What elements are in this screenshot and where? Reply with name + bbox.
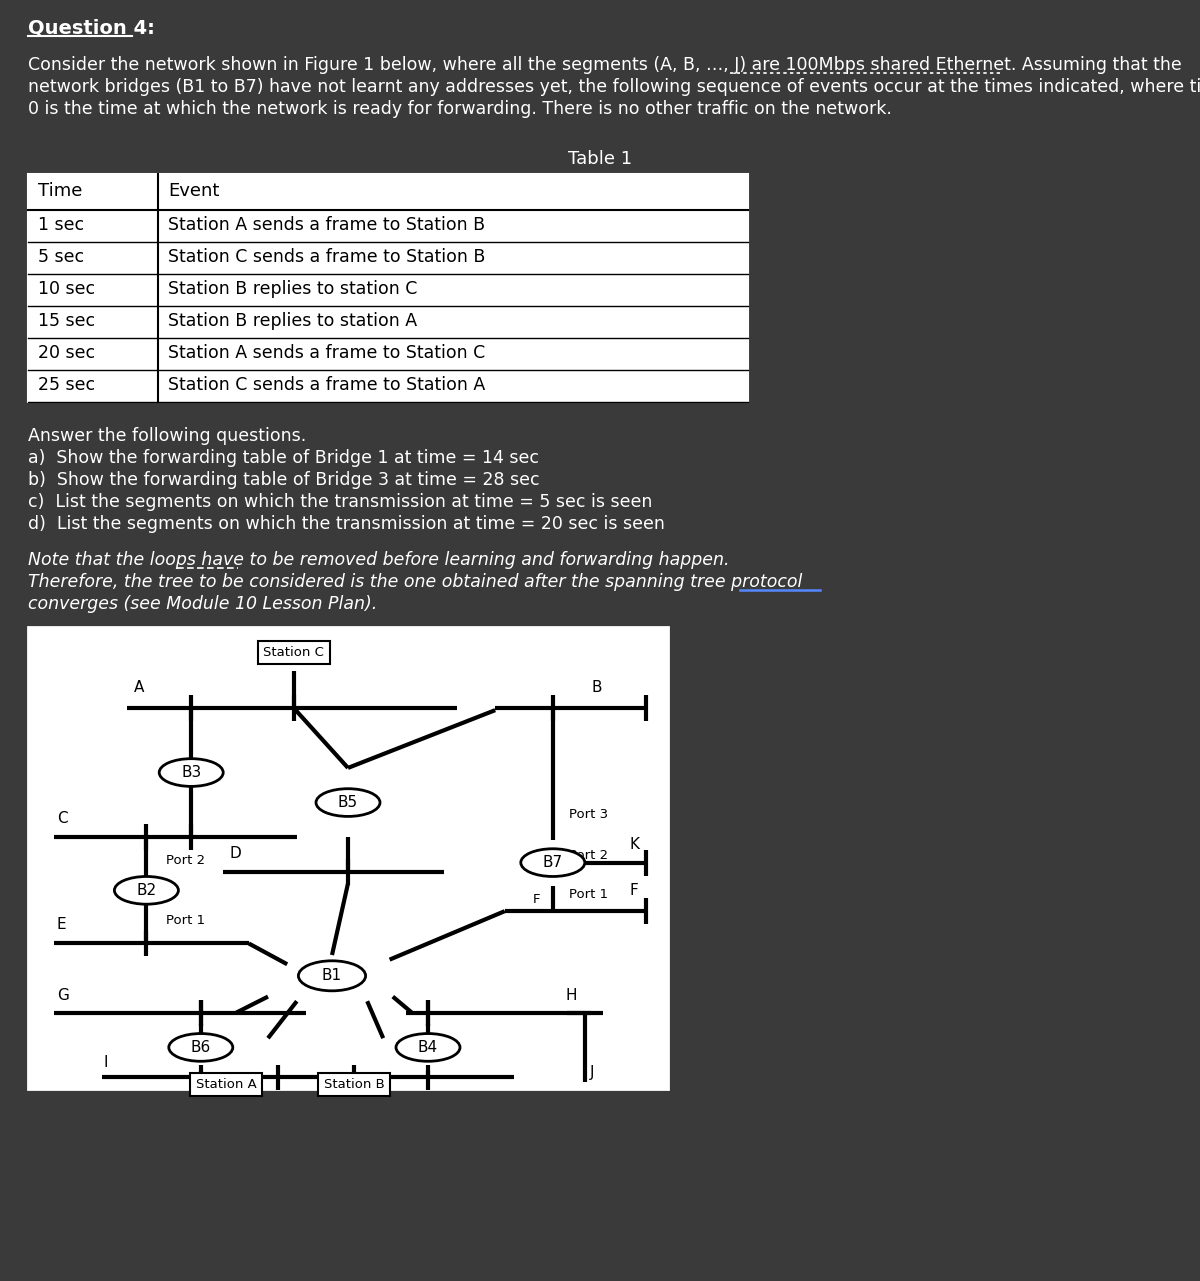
Text: 15 sec: 15 sec xyxy=(38,313,95,330)
Bar xyxy=(191,1073,263,1095)
Text: Port 1: Port 1 xyxy=(166,913,205,927)
Text: B5: B5 xyxy=(338,796,358,810)
Text: Consider the network shown in Figure 1 below, where all the segments (A, B, …, J: Consider the network shown in Figure 1 b… xyxy=(28,56,1182,74)
Text: Station A sends a frame to Station B: Station A sends a frame to Station B xyxy=(168,216,485,234)
Text: E: E xyxy=(56,917,66,933)
Text: c)  List the segments on which the transmission at time = 5 sec is seen: c) List the segments on which the transm… xyxy=(28,493,653,511)
Ellipse shape xyxy=(160,758,223,787)
Text: 20 sec: 20 sec xyxy=(38,345,95,363)
Text: Station C sends a frame to Station A: Station C sends a frame to Station A xyxy=(168,377,485,395)
Text: 10 sec: 10 sec xyxy=(38,281,95,298)
Text: Question 4:: Question 4: xyxy=(28,18,155,37)
Text: K: K xyxy=(630,836,640,852)
Text: B1: B1 xyxy=(322,968,342,984)
Bar xyxy=(258,640,330,664)
Bar xyxy=(28,626,668,1089)
Text: Station C: Station C xyxy=(263,646,324,658)
Text: Table 1: Table 1 xyxy=(568,150,632,168)
Bar xyxy=(318,1073,390,1095)
Ellipse shape xyxy=(396,1034,460,1061)
Bar xyxy=(28,174,748,402)
Text: B6: B6 xyxy=(191,1040,211,1056)
Ellipse shape xyxy=(316,789,380,816)
Text: Note that the loops have to be removed before learning and forwarding happen.: Note that the loops have to be removed b… xyxy=(28,551,730,569)
Text: Port 3: Port 3 xyxy=(569,807,608,821)
Text: B7: B7 xyxy=(542,856,563,870)
Text: Station C sends a frame to Station B: Station C sends a frame to Station B xyxy=(168,249,485,266)
Text: J: J xyxy=(590,1066,594,1080)
Text: Therefore, the tree to be considered is the one obtained after the spanning tree: Therefore, the tree to be considered is … xyxy=(28,573,803,591)
Ellipse shape xyxy=(114,876,179,904)
Text: H: H xyxy=(565,988,577,1003)
Text: Time: Time xyxy=(38,182,83,200)
Text: Station A sends a frame to Station C: Station A sends a frame to Station C xyxy=(168,345,485,363)
Text: converges (see Module 10 Lesson Plan).: converges (see Module 10 Lesson Plan). xyxy=(28,594,377,614)
Text: Station B replies to station C: Station B replies to station C xyxy=(168,281,418,298)
Text: B3: B3 xyxy=(181,765,202,780)
Text: B4: B4 xyxy=(418,1040,438,1056)
Text: G: G xyxy=(56,988,68,1003)
Text: A: A xyxy=(133,679,144,694)
Text: Port 2: Port 2 xyxy=(166,854,205,867)
Text: F: F xyxy=(630,883,638,898)
Text: Port 1: Port 1 xyxy=(569,889,608,902)
Text: b)  Show the forwarding table of Bridge 3 at time = 28 sec: b) Show the forwarding table of Bridge 3… xyxy=(28,471,540,489)
Text: D: D xyxy=(229,845,241,861)
Text: I: I xyxy=(103,1054,108,1070)
Text: C: C xyxy=(56,811,67,826)
Text: Answer the following questions.: Answer the following questions. xyxy=(28,427,306,445)
Text: Station A: Station A xyxy=(196,1077,257,1091)
Text: network bridges (B1 to B7) have not learnt any addresses yet, the following sequ: network bridges (B1 to B7) have not lear… xyxy=(28,78,1200,96)
Ellipse shape xyxy=(299,961,366,990)
Text: Station B replies to station A: Station B replies to station A xyxy=(168,313,418,330)
Ellipse shape xyxy=(521,849,584,876)
Ellipse shape xyxy=(169,1034,233,1061)
Text: d)  List the segments on which the transmission at time = 20 sec is seen: d) List the segments on which the transm… xyxy=(28,515,665,533)
Text: Port 2: Port 2 xyxy=(569,849,608,862)
Text: Station B: Station B xyxy=(324,1077,385,1091)
Text: a)  Show the forwarding table of Bridge 1 at time = 14 sec: a) Show the forwarding table of Bridge 1… xyxy=(28,450,539,468)
Text: F: F xyxy=(533,893,540,906)
Text: B: B xyxy=(592,679,601,694)
Text: 1 sec: 1 sec xyxy=(38,216,84,234)
Text: Event: Event xyxy=(168,182,220,200)
Text: 25 sec: 25 sec xyxy=(38,377,95,395)
Text: 0 is the time at which the network is ready for forwarding. There is no other tr: 0 is the time at which the network is re… xyxy=(28,100,892,118)
Text: 5 sec: 5 sec xyxy=(38,249,84,266)
Text: B2: B2 xyxy=(137,883,156,898)
